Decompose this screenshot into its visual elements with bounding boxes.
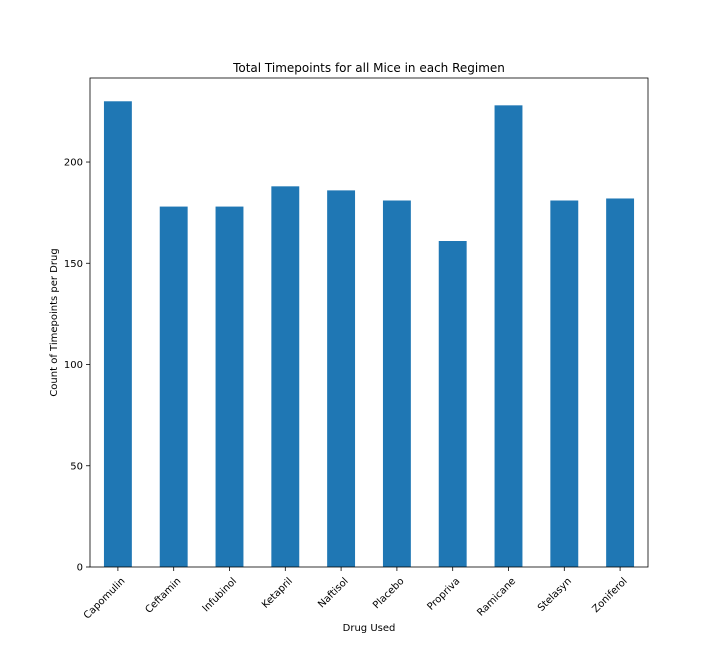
x-tick-label: Stelasyn xyxy=(536,576,574,614)
y-tick-label: 100 xyxy=(64,360,83,371)
bar-ramicane xyxy=(494,105,523,568)
chart-title: Total Timepoints for all Mice in each Re… xyxy=(232,61,505,75)
bar-zoniferol xyxy=(606,198,635,567)
y-axis-label: Count of Timepoints per Drug xyxy=(49,248,60,396)
bar-infubinol xyxy=(215,206,244,567)
y-tick-label: 0 xyxy=(77,563,83,574)
x-tick-label: Capomulin xyxy=(82,576,128,622)
y-tick-label: 200 xyxy=(64,158,83,169)
x-tick-label: Naftisol xyxy=(316,576,350,610)
bar-naftisol xyxy=(327,190,356,567)
bar-ceftamin xyxy=(159,206,188,567)
x-tick-label: Ketapril xyxy=(260,576,295,611)
bar-capomulin xyxy=(103,101,132,568)
x-tick-label: Placebo xyxy=(371,576,406,611)
bar-ketapril xyxy=(271,186,300,567)
bars-group xyxy=(103,101,635,568)
y-tick-label: 50 xyxy=(70,461,83,472)
bar-propriva xyxy=(438,241,467,567)
y-axis: 0 50 100 150 200 xyxy=(64,158,90,574)
y-tick-label: 150 xyxy=(64,259,83,270)
x-tick-label: Zoniferol xyxy=(590,576,629,615)
bar-stelasyn xyxy=(550,200,579,567)
x-axis: Capomulin Ceftamin Infubinol Ketapril Naftis… xyxy=(82,567,630,622)
x-tick-label: Infubinol xyxy=(201,576,240,615)
x-tick-label: Ceftamin xyxy=(143,576,183,616)
bar-placebo xyxy=(382,200,411,567)
x-tick-label: Ramicane xyxy=(475,576,518,619)
x-tick-label: Propriva xyxy=(425,576,462,613)
x-axis-label: Drug Used xyxy=(343,623,396,634)
plot-frame xyxy=(89,77,649,568)
